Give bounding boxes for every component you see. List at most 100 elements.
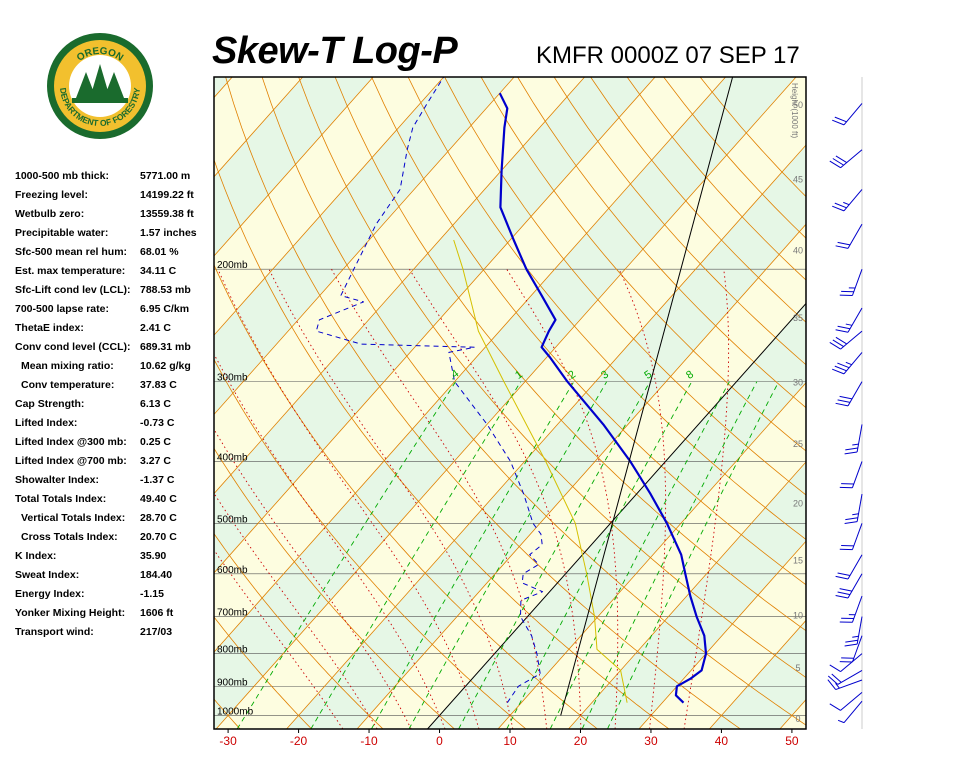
mixing-ratio-line xyxy=(408,381,608,729)
logo-top-text: OREGON xyxy=(75,46,125,64)
wind-barb-full xyxy=(831,673,842,683)
wind-barb xyxy=(832,103,863,126)
wind-barb-staff xyxy=(843,103,863,126)
index-row: Cross Totals Index: 20.70 C xyxy=(15,528,215,547)
height-tick-label: 35 xyxy=(793,313,803,323)
index-label: Freezing level: xyxy=(15,189,88,201)
index-row: Wetbulb zero: 13559.38 ft xyxy=(15,205,215,224)
wind-barb-full xyxy=(841,545,854,547)
wind-barb xyxy=(829,653,863,673)
moist-adiabat xyxy=(506,268,619,729)
wind-barb-full xyxy=(845,447,858,451)
wind-barb-full xyxy=(841,290,854,293)
wind-barb-staff xyxy=(840,330,863,350)
index-label: Wetbulb zero: xyxy=(15,208,85,220)
wind-barb-staff xyxy=(847,307,863,333)
wind-barb xyxy=(835,573,863,599)
isotherm-line xyxy=(779,699,806,729)
wind-barb-full xyxy=(837,399,851,403)
dry-adiabat xyxy=(214,698,241,729)
index-row: Est. max temperature: 34.11 C xyxy=(15,262,215,281)
index-label: Lifted Index: xyxy=(15,417,78,429)
pressure-label: 700mb xyxy=(217,608,248,619)
wind-barb-full xyxy=(829,703,841,711)
wind-barb-full xyxy=(845,639,858,643)
dry-adiabat xyxy=(517,77,806,409)
wind-barb-full xyxy=(834,365,847,372)
isotherm-line xyxy=(286,144,806,729)
x-tick-label: 10 xyxy=(503,734,517,748)
index-label: Conv cond level (CCL): xyxy=(15,341,131,353)
height-tick-label: 25 xyxy=(793,439,803,449)
wind-barb xyxy=(832,189,863,212)
isotherm-line xyxy=(214,77,515,416)
temperature-trace xyxy=(498,92,708,704)
mixing-ratio-label: 8 xyxy=(684,368,696,381)
wind-barb xyxy=(839,269,863,297)
dry-adiabat xyxy=(214,532,384,729)
mixing-ratio-line xyxy=(581,381,758,729)
index-value: 217/03 xyxy=(140,626,173,638)
index-value: 34.11 C xyxy=(140,265,177,277)
wind-barb-staff xyxy=(851,595,863,623)
wind-barb xyxy=(835,223,863,249)
pressure-label: 300mb xyxy=(217,373,248,384)
wind-barb xyxy=(839,635,863,663)
wind-barb-full xyxy=(839,548,853,551)
index-label: Conv temperature: xyxy=(21,379,115,391)
wind-barb-staff xyxy=(835,679,863,691)
height-tick-label: 45 xyxy=(793,175,803,185)
height-tick-label: 10 xyxy=(793,610,803,620)
dry-adiabat xyxy=(407,77,806,540)
wind-barb-full xyxy=(839,486,853,489)
wind-barb-staff xyxy=(851,269,863,296)
wind-barb xyxy=(837,700,863,724)
mixing-ratio-line xyxy=(371,381,575,729)
index-row: Conv temperature: 37.83 C xyxy=(15,376,215,395)
wind-barb xyxy=(829,149,863,169)
wind-barb xyxy=(835,381,863,407)
pressure-label: 400mb xyxy=(217,452,248,463)
index-label: Sweat Index: xyxy=(15,569,80,581)
isotherm-band xyxy=(214,77,233,98)
index-label: Sfc-Lift cond lev (LCL): xyxy=(15,284,131,296)
pressure-label: 800mb xyxy=(217,645,248,656)
x-tick-label: -20 xyxy=(290,734,308,748)
wind-barb-staff xyxy=(856,616,863,645)
index-label: Total Totals Index: xyxy=(15,493,107,505)
wind-barb-half xyxy=(845,323,853,326)
index-value: 5771.00 m xyxy=(140,170,191,182)
index-value: 6.13 C xyxy=(140,398,171,410)
dry-adiabat xyxy=(480,77,806,452)
isotherm-line xyxy=(214,77,233,99)
isotherm-line xyxy=(568,461,806,729)
wind-barb-staff xyxy=(843,700,863,723)
wind-barb-staff xyxy=(843,189,863,212)
height-axis-label: Height (1000 ft) xyxy=(790,83,799,138)
wind-barb-full xyxy=(837,572,851,576)
wind-barb xyxy=(839,523,863,551)
wind-barb-staff xyxy=(840,653,863,672)
height-tick-label: 0 xyxy=(795,714,800,724)
index-label: ThetaE index: xyxy=(15,322,84,334)
pressure-label: 500mb xyxy=(217,514,248,525)
wind-barb-full xyxy=(839,661,853,663)
height-tick-label: 15 xyxy=(793,555,803,565)
index-row: Sweat Index: 184.40 xyxy=(15,566,215,585)
index-row: 700-500 lapse rate: 6.95 C/km xyxy=(15,300,215,319)
wind-barb-full xyxy=(829,160,841,169)
index-value: 35.90 xyxy=(140,550,167,562)
wind-barb xyxy=(827,669,863,685)
wind-barb-half xyxy=(835,682,840,689)
isotherm-line xyxy=(214,77,374,257)
wind-barb xyxy=(829,330,863,350)
index-value: -1.15 xyxy=(140,588,164,600)
wind-barb-full xyxy=(835,336,847,345)
index-value: 184.40 xyxy=(140,569,173,581)
wind-barb-half xyxy=(852,443,859,446)
wind-barb-half xyxy=(848,287,856,289)
wind-barb xyxy=(844,616,863,647)
wind-barb-staff xyxy=(843,352,863,375)
index-label: Cap Strength: xyxy=(15,398,85,410)
